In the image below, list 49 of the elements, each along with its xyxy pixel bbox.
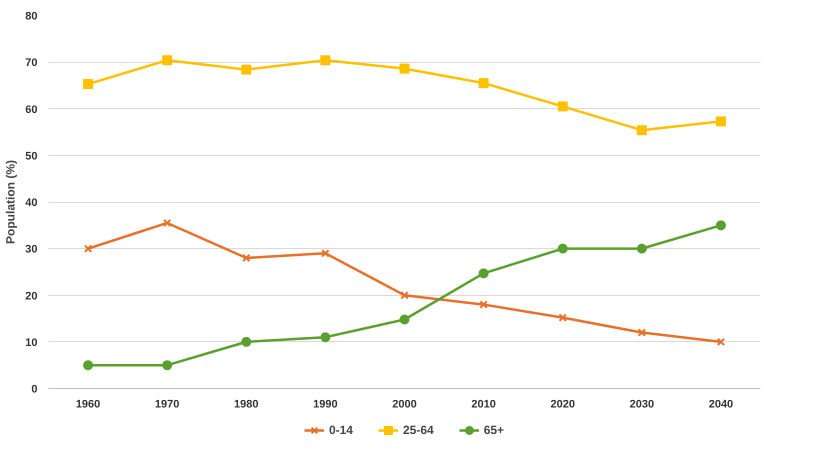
point xyxy=(558,244,568,254)
y-tick-label: 20 xyxy=(25,290,38,302)
y-tick-label: 0 xyxy=(31,384,38,396)
point xyxy=(716,220,726,230)
point xyxy=(478,268,489,278)
y-tick-label: 80 xyxy=(25,10,38,22)
point xyxy=(162,360,172,370)
y-tick-label: 30 xyxy=(25,244,38,256)
x-tick-label: 1960 xyxy=(76,398,100,410)
x-tick-label: 2040 xyxy=(708,398,734,410)
point xyxy=(558,101,568,112)
y-tick-label: 40 xyxy=(25,197,38,209)
point xyxy=(478,78,489,88)
point xyxy=(400,64,410,74)
legend-label: 0-14 xyxy=(328,423,353,437)
point xyxy=(638,328,646,337)
x-tick-label: 1980 xyxy=(234,398,259,410)
point xyxy=(83,360,94,370)
x-tick-label: 2030 xyxy=(630,398,654,410)
y-tick-label: 10 xyxy=(25,336,38,349)
point xyxy=(84,244,92,253)
point xyxy=(716,338,726,346)
point xyxy=(636,244,647,254)
point xyxy=(83,79,94,90)
point xyxy=(400,314,410,324)
point xyxy=(321,249,330,258)
point xyxy=(162,55,172,66)
x-tick-label: 1990 xyxy=(313,398,338,410)
y-tick-label: 70 xyxy=(25,57,38,70)
x-tick-label: 1970 xyxy=(154,398,180,410)
y-tick-label: 60 xyxy=(25,104,38,116)
point xyxy=(479,300,488,309)
x-tick-label: 2010 xyxy=(471,398,496,410)
point xyxy=(716,116,726,126)
x-tick-label: 2020 xyxy=(550,398,575,410)
point xyxy=(320,55,330,66)
point xyxy=(241,336,252,347)
point xyxy=(242,254,250,262)
y-axis-title: Population (%) xyxy=(3,160,18,244)
point xyxy=(241,64,252,75)
legend-label: 25-64 xyxy=(402,423,434,437)
legend-label: 65+ xyxy=(484,423,504,437)
x-tick-label: 2000 xyxy=(392,398,417,410)
point xyxy=(162,218,172,228)
point xyxy=(320,332,330,342)
point xyxy=(400,291,409,300)
y-tick-label: 50 xyxy=(25,150,38,162)
point xyxy=(558,313,567,322)
point xyxy=(636,125,647,136)
